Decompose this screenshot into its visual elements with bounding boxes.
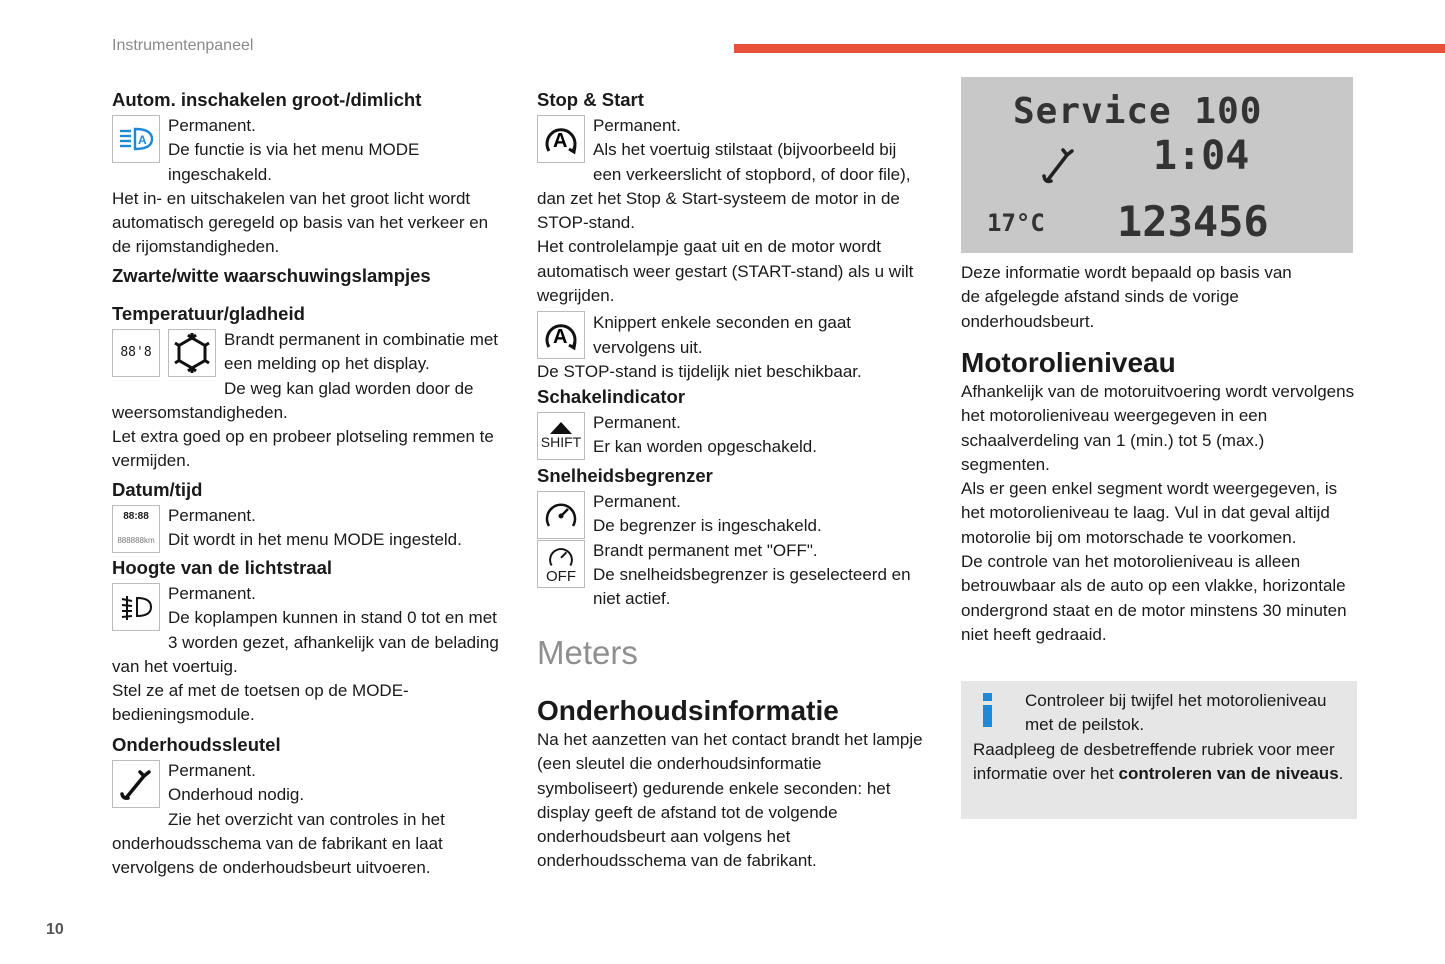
heading: Onderhoudsinformatie [537, 695, 839, 726]
heading: Motorolieniveau [961, 347, 1176, 378]
section-warning-lamps: Zwarte/witte waarschuwingslampjes [112, 264, 507, 290]
heading: Onderhoudssleutel [112, 734, 281, 755]
section-speed-limiter: Snelheidsbegrenzer Permanent. De begrenze… [537, 464, 927, 611]
heading: Stop & Start [537, 89, 644, 110]
heading: Autom. inschakelen groot-/dimlicht [112, 89, 422, 110]
cross-reference-link: controleren van de niveaus [1118, 763, 1339, 783]
stop-start-unavailable-icon: A [537, 311, 585, 360]
section-oil-level: Motorolieniveau Afhankelijk van de motor… [961, 347, 1355, 644]
heading: Snelheidsbegrenzer [537, 465, 713, 486]
section-service-wrench: Onderhoudssleutel Permanent. Onderhoud no… [112, 733, 507, 880]
info-icon [975, 693, 1001, 733]
display-caption: Deze informatie wordt bepaald op basis v… [961, 263, 1292, 331]
svg-text:A: A [553, 326, 567, 348]
section-gear-shift: Schakelindicator SHIFT Permanent. Er kan … [537, 385, 927, 460]
heading: Datum/tijd [112, 479, 203, 500]
chapter-title-meters: Meters [537, 634, 638, 671]
speed-limiter-icon [537, 491, 585, 539]
stop-start-icon: A [537, 115, 585, 163]
section-stop-start: Stop & Start A Permanent. Als het voertui… [537, 88, 927, 384]
heading: Temperatuur/gladheid [112, 303, 305, 324]
service-display-image: Service 100 1:04 17°C 123456 [961, 77, 1353, 253]
page-number: 10 [46, 921, 64, 938]
snowflake-icon [168, 329, 216, 377]
clock-display-icon: 88:88 888888km [112, 505, 160, 553]
heading: Zwarte/witte waarschuwingslampjes [112, 265, 431, 286]
wrench-icon [1042, 148, 1074, 184]
section-maintenance-info: Onderhoudsinformatie Na het aanzetten va… [537, 694, 927, 874]
svg-text:A: A [553, 130, 567, 152]
shift-up-icon: SHIFT [537, 412, 585, 460]
heading: Schakelindicator [537, 386, 686, 407]
section-date-time: Datum/tijd 88:88 888888km Permanent. Dit w… [112, 478, 507, 553]
svg-text:A: A [138, 133, 147, 147]
wrench-icon [112, 760, 160, 808]
heading: Hoogte van de lichtstraal [112, 557, 332, 578]
auto-high-beam-icon: A [112, 115, 160, 163]
section-auto-high-beam: Autom. inschakelen groot-/dimlicht A Per… [112, 88, 507, 260]
temperature-display-icon: 88'8 [112, 329, 160, 377]
section-headlamp-height: Hoogte van de lichtstraal Permanent. De k… [112, 556, 507, 728]
section-header: Instrumentenpaneel [112, 37, 254, 54]
speed-limiter-off-icon: OFF [537, 540, 585, 588]
info-box: Controleer bij twijfel het motorolienive… [961, 681, 1357, 819]
section-temperature: Temperatuur/gladheid 88'8 Brandt permane… [112, 302, 507, 474]
headlamp-leveling-icon [112, 583, 160, 631]
header-accent-bar [734, 44, 1445, 53]
